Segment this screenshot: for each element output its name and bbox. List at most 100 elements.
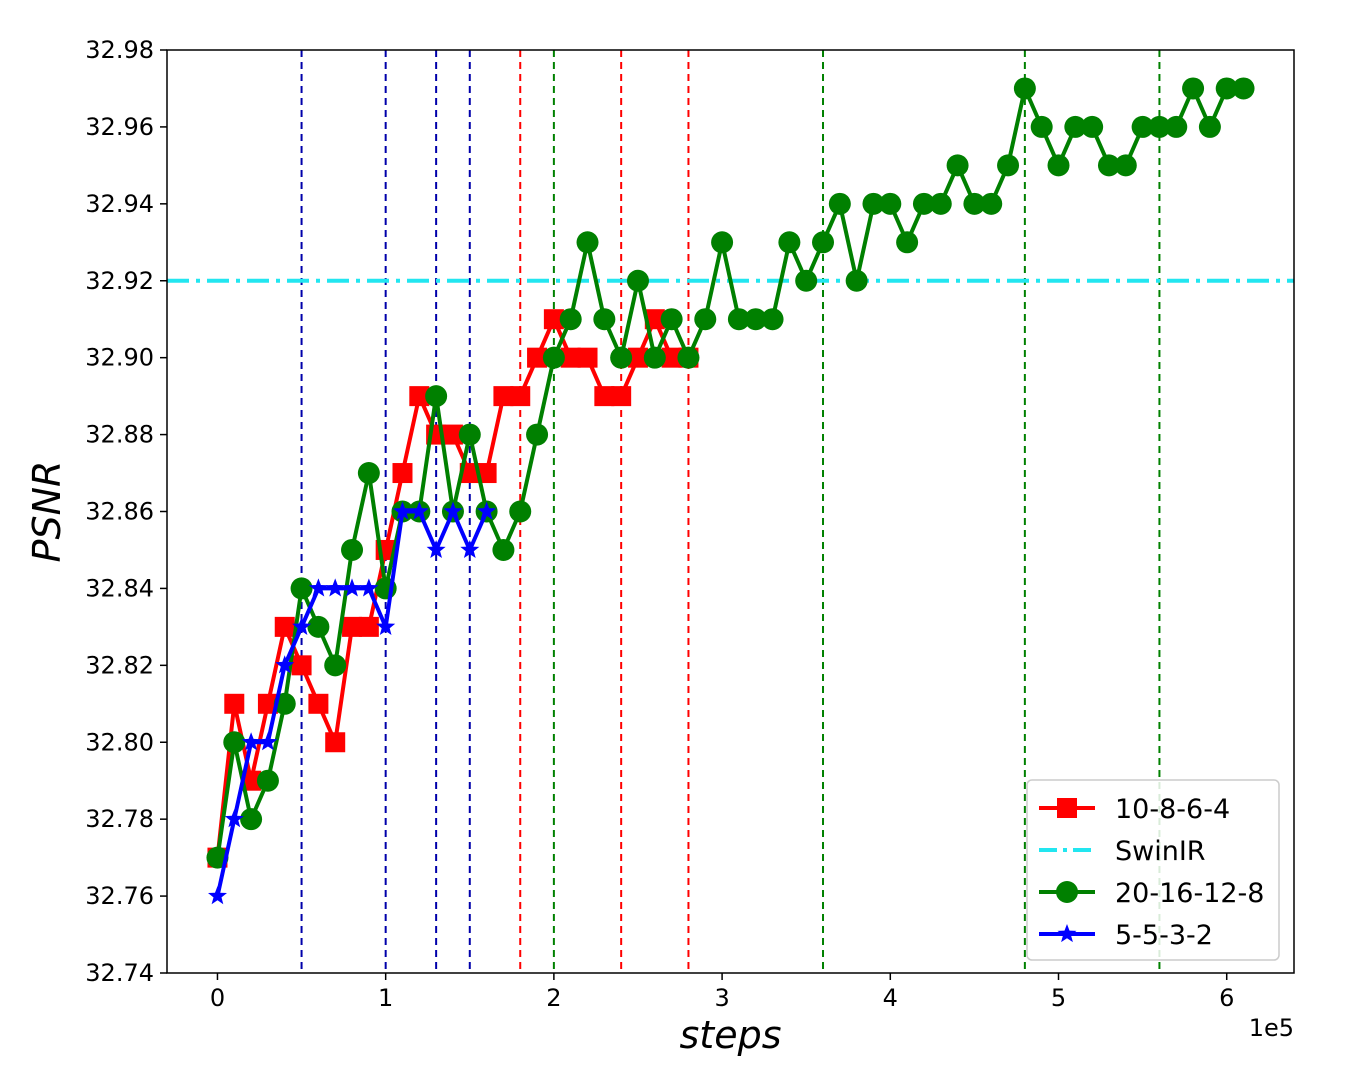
circle-marker [1064, 115, 1087, 138]
circle-marker [912, 192, 935, 215]
series-5-5-3-2 [208, 501, 497, 905]
circle-marker [223, 731, 246, 754]
star-marker [393, 501, 412, 520]
y-tick-label: 32.86 [85, 498, 154, 526]
square-marker [358, 616, 379, 637]
legend-item-10-8-6-4: 10-8-6-4 [1039, 794, 1230, 825]
star-marker [258, 732, 278, 751]
legend: 10-8-6-4 SwinIR 20-16-12-8 5-5-3-2 [1026, 779, 1280, 961]
circle-marker [1148, 115, 1171, 138]
square-marker [325, 732, 346, 753]
legend-item-5-5-3-2: 5-5-3-2 [1039, 920, 1213, 951]
y-tick-label: 32.78 [85, 805, 154, 833]
square-marker [442, 424, 463, 445]
circle-marker [694, 308, 717, 331]
y-tick-label: 32.94 [85, 190, 154, 218]
circle-marker [576, 231, 599, 254]
x-tick-label: 6 [1219, 984, 1234, 1012]
square-marker [527, 347, 548, 368]
star-marker [460, 540, 480, 558]
x-axis-offset-label: 1e5 [1249, 1014, 1294, 1042]
square-marker [543, 309, 564, 330]
square-marker [493, 386, 514, 407]
circle-marker [1047, 154, 1070, 177]
legend-label: 20-16-12-8 [1115, 878, 1264, 909]
star-marker [409, 501, 429, 520]
legend-label: SwinIR [1115, 836, 1206, 867]
circle-marker [711, 231, 734, 254]
square-marker [560, 347, 581, 368]
x-tick-label: 1 [378, 984, 393, 1012]
square-marker [594, 386, 615, 407]
legend-label: 10-8-6-4 [1115, 794, 1230, 825]
circle-marker [425, 385, 448, 408]
circle-marker [307, 615, 330, 638]
circle-marker [862, 192, 885, 215]
circle-marker [845, 269, 868, 292]
circle-marker [542, 346, 565, 369]
circle-marker [1232, 77, 1255, 100]
circle-marker [896, 231, 919, 254]
star-marker [208, 886, 227, 905]
square-marker [291, 655, 312, 676]
circle-marker [1114, 154, 1137, 177]
circle-marker [240, 808, 263, 831]
circle-marker [626, 269, 649, 292]
y-tick-label: 32.76 [85, 882, 154, 910]
square-marker [1057, 798, 1077, 818]
circle-marker [929, 192, 952, 215]
y-axis-ticks: 32.74 32.76 32.78 32.80 32.82 32.84 32.86 32.88… [85, 36, 167, 987]
y-tick-label: 32.98 [85, 36, 154, 64]
legend-box [1026, 779, 1280, 961]
y-tick-label: 32.74 [85, 959, 154, 987]
legend-item-swinir: SwinIR [1039, 836, 1206, 867]
square-marker [644, 309, 665, 330]
data-series [206, 77, 1255, 905]
circle-marker [778, 231, 801, 254]
y-axis-label: PSNR [25, 461, 69, 563]
y-tick-label: 32.90 [85, 344, 154, 372]
circle-marker [1013, 77, 1036, 100]
x-tick-label: 0 [210, 984, 225, 1012]
circle-marker [828, 192, 851, 215]
circle-marker [1182, 77, 1205, 100]
circle-marker [643, 346, 666, 369]
y-tick-label: 32.96 [85, 113, 154, 141]
x-tick-label: 2 [546, 984, 561, 1012]
circle-marker [492, 538, 515, 561]
star-marker [241, 732, 261, 751]
star-marker [275, 655, 295, 674]
series-10-8-6-4 [207, 309, 699, 868]
square-marker [611, 386, 632, 407]
star-marker [359, 578, 379, 597]
square-marker [627, 347, 648, 368]
circle-marker [341, 538, 364, 561]
y-tick-label: 32.80 [85, 728, 154, 756]
circle-marker [324, 654, 347, 677]
star-marker [292, 616, 312, 635]
x-tick-label: 5 [1051, 984, 1066, 1012]
circle-marker [256, 769, 279, 792]
circle-marker [526, 423, 549, 446]
circle-marker [946, 154, 969, 177]
circle-marker [1081, 115, 1104, 138]
y-tick-label: 32.92 [85, 267, 154, 295]
square-marker [257, 693, 278, 714]
star-marker [342, 578, 362, 597]
vertical-markers [300, 50, 1161, 973]
circle-marker [660, 308, 683, 331]
square-marker [241, 770, 262, 791]
square-marker [409, 386, 430, 407]
circle-marker [1215, 77, 1238, 100]
circle-marker [458, 423, 481, 446]
circle-marker [610, 346, 633, 369]
square-marker [342, 616, 363, 637]
circle-marker [1097, 154, 1120, 177]
star-marker [477, 501, 497, 520]
circle-marker [795, 269, 818, 292]
circle-marker [1131, 115, 1154, 138]
circle-marker [997, 154, 1020, 177]
circle-marker [744, 308, 767, 331]
square-marker [274, 616, 295, 637]
square-marker [661, 347, 682, 368]
